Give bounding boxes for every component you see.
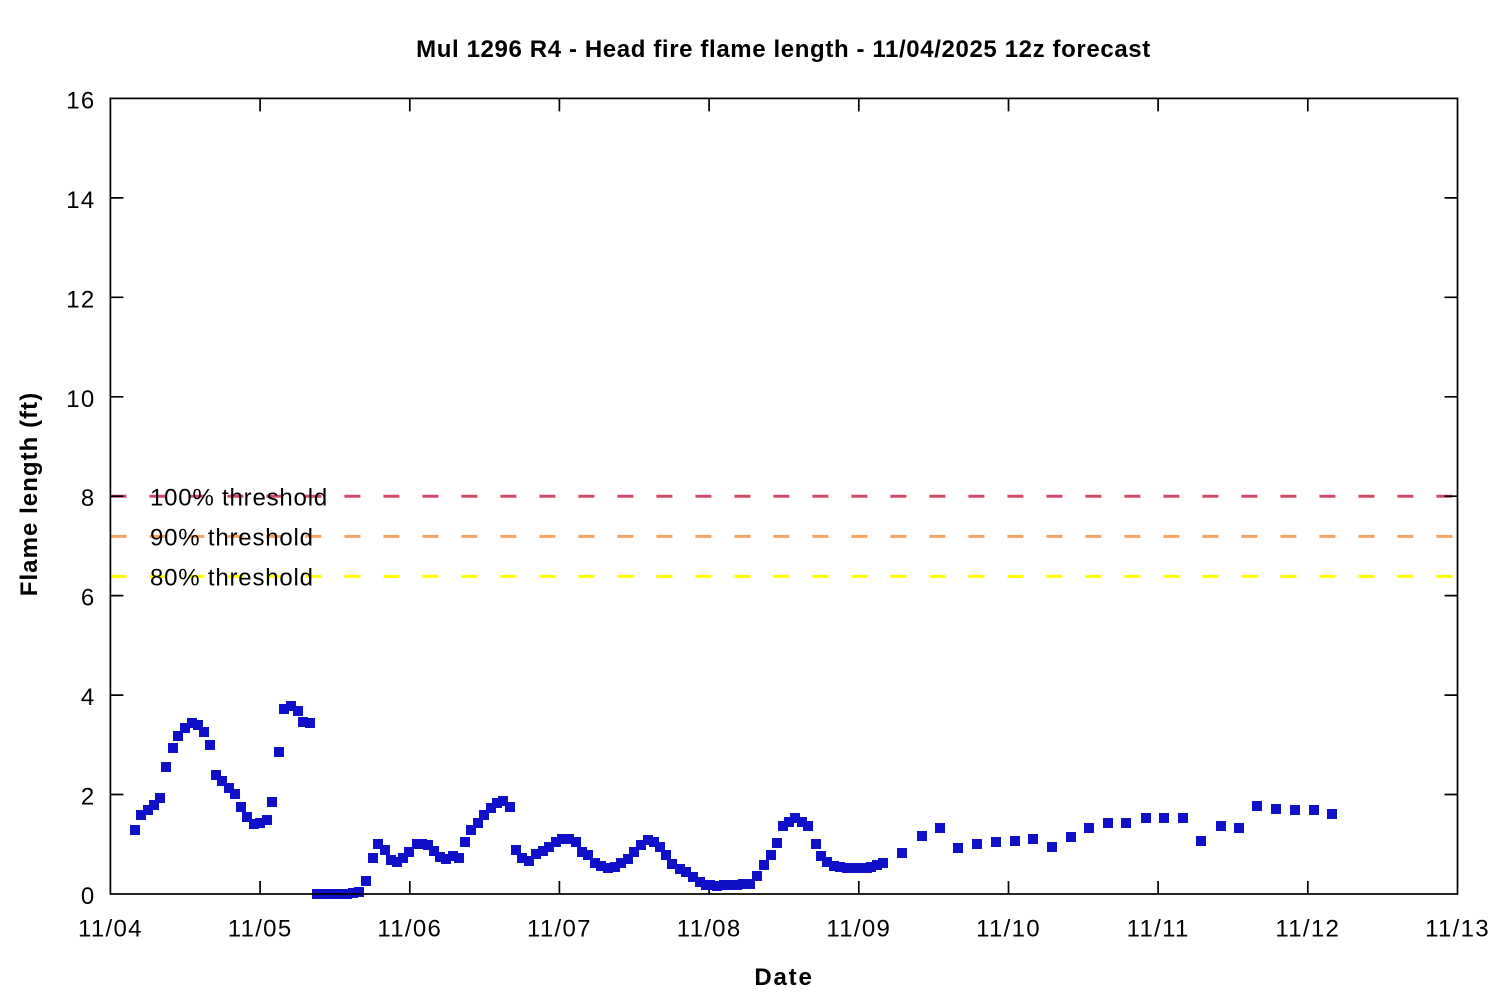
svg-text:8: 8: [81, 485, 96, 512]
svg-text:11/12: 11/12: [1275, 916, 1340, 943]
svg-text:11/05: 11/05: [228, 916, 293, 943]
svg-text:100% threshold: 100% threshold: [150, 484, 328, 511]
svg-text:4: 4: [81, 684, 96, 711]
svg-text:10: 10: [66, 386, 95, 413]
svg-text:16: 16: [66, 87, 95, 114]
svg-text:11/10: 11/10: [976, 916, 1041, 943]
svg-text:Flame length (ft): Flame length (ft): [16, 392, 43, 597]
svg-text:14: 14: [66, 187, 95, 214]
svg-text:Mul 1296 R4 - Head fire flame: Mul 1296 R4 - Head fire flame length - 1…: [416, 36, 1151, 63]
svg-text:11/13: 11/13: [1425, 916, 1490, 943]
svg-text:11/09: 11/09: [826, 916, 891, 943]
svg-text:11/11: 11/11: [1127, 916, 1190, 943]
svg-text:11/07: 11/07: [527, 916, 592, 943]
svg-text:11/06: 11/06: [377, 916, 442, 943]
svg-text:80% threshold: 80% threshold: [150, 564, 314, 591]
svg-text:11/04: 11/04: [78, 916, 143, 943]
svg-text:12: 12: [66, 286, 95, 313]
svg-text:0: 0: [81, 883, 96, 910]
svg-text:2: 2: [81, 784, 96, 811]
svg-text:6: 6: [81, 585, 96, 612]
svg-text:Date: Date: [754, 964, 813, 991]
svg-text:11/08: 11/08: [677, 916, 742, 943]
svg-text:90% threshold: 90% threshold: [150, 524, 314, 551]
